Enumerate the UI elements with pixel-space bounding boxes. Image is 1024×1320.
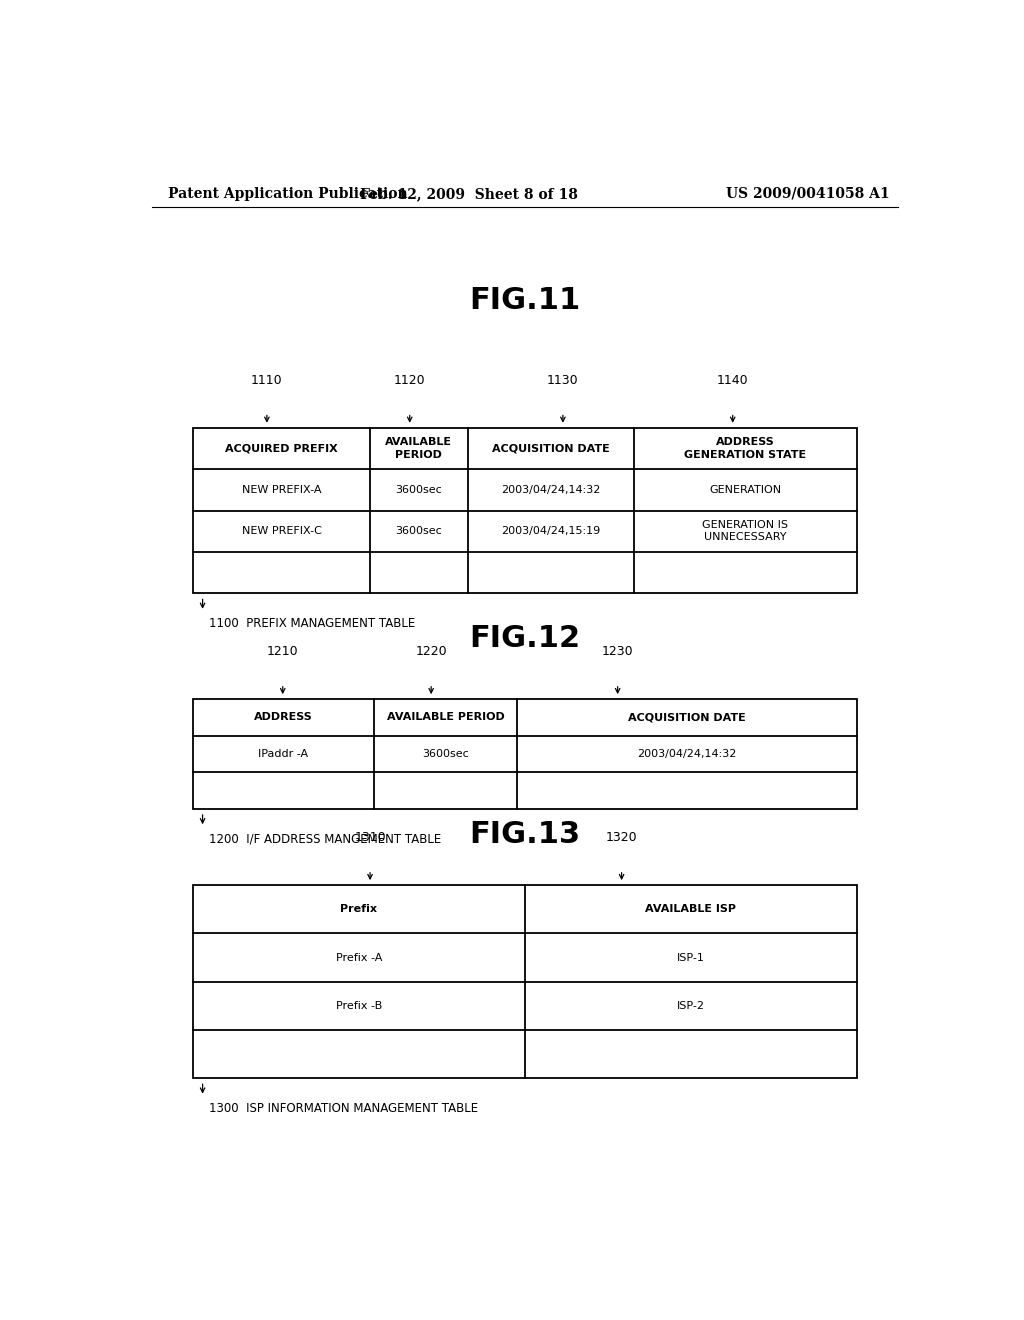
Text: 1300  ISP INFORMATION MANAGEMENT TABLE: 1300 ISP INFORMATION MANAGEMENT TABLE xyxy=(209,1102,478,1114)
Text: NEW PREFIX-A: NEW PREFIX-A xyxy=(242,484,322,495)
Text: Feb. 12, 2009  Sheet 8 of 18: Feb. 12, 2009 Sheet 8 of 18 xyxy=(360,187,579,201)
Text: ISP-2: ISP-2 xyxy=(677,1001,705,1011)
Text: IPaddr -A: IPaddr -A xyxy=(258,748,308,759)
Bar xyxy=(194,428,856,594)
Text: 1100  PREFIX MANAGEMENT TABLE: 1100 PREFIX MANAGEMENT TABLE xyxy=(209,616,415,630)
Text: 1140: 1140 xyxy=(717,374,749,387)
Text: Prefix -A: Prefix -A xyxy=(336,953,382,962)
Text: FIG.12: FIG.12 xyxy=(469,623,581,652)
Text: 2003/04/24,14:32: 2003/04/24,14:32 xyxy=(501,484,600,495)
Text: FIG.11: FIG.11 xyxy=(469,286,581,315)
Text: AVAILABLE
PERIOD: AVAILABLE PERIOD xyxy=(385,437,453,459)
Text: 2003/04/24,15:19: 2003/04/24,15:19 xyxy=(501,527,600,536)
Text: 3600sec: 3600sec xyxy=(395,527,442,536)
Text: 1210: 1210 xyxy=(267,645,299,659)
Text: ADDRESS
GENERATION STATE: ADDRESS GENERATION STATE xyxy=(684,437,806,459)
Text: ACQUIRED PREFIX: ACQUIRED PREFIX xyxy=(225,444,338,454)
Text: ACQUISITION DATE: ACQUISITION DATE xyxy=(628,713,745,722)
Text: 1220: 1220 xyxy=(416,645,446,659)
Text: 1130: 1130 xyxy=(547,374,579,387)
Text: ISP-1: ISP-1 xyxy=(677,953,705,962)
Text: ADDRESS: ADDRESS xyxy=(254,713,313,722)
Text: AVAILABLE ISP: AVAILABLE ISP xyxy=(645,904,736,915)
Text: GENERATION: GENERATION xyxy=(709,484,781,495)
Text: Patent Application Publication: Patent Application Publication xyxy=(168,187,408,201)
Text: 3600sec: 3600sec xyxy=(422,748,469,759)
Text: 1230: 1230 xyxy=(602,645,634,659)
Text: NEW PREFIX-C: NEW PREFIX-C xyxy=(242,527,322,536)
Text: 3600sec: 3600sec xyxy=(395,484,442,495)
Text: 2003/04/24,14:32: 2003/04/24,14:32 xyxy=(637,748,736,759)
Text: AVAILABLE PERIOD: AVAILABLE PERIOD xyxy=(387,713,504,722)
Text: Prefix: Prefix xyxy=(340,904,378,915)
Bar xyxy=(194,886,856,1078)
Text: 1110: 1110 xyxy=(251,374,283,387)
Text: ACQUISITION DATE: ACQUISITION DATE xyxy=(492,444,609,454)
Text: 1310: 1310 xyxy=(354,832,386,845)
Bar xyxy=(194,700,856,809)
Text: US 2009/0041058 A1: US 2009/0041058 A1 xyxy=(726,187,890,201)
Text: 1200  I/F ADDRESS MANGEMENT TABLE: 1200 I/F ADDRESS MANGEMENT TABLE xyxy=(209,833,441,845)
Text: Prefix -B: Prefix -B xyxy=(336,1001,382,1011)
Text: 1320: 1320 xyxy=(606,832,637,845)
Text: FIG.13: FIG.13 xyxy=(469,820,581,849)
Text: 1120: 1120 xyxy=(394,374,426,387)
Text: GENERATION IS
UNNECESSARY: GENERATION IS UNNECESSARY xyxy=(702,520,788,543)
